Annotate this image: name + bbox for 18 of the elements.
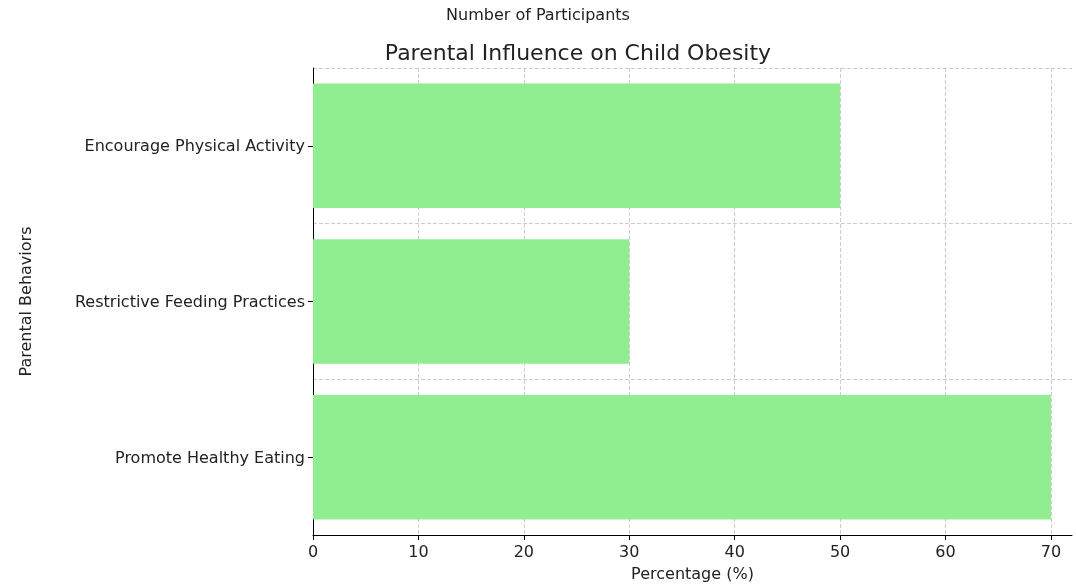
y-tick-label: Restrictive Feeding Practices — [74, 292, 305, 311]
y-tick-label: Encourage Physical Activity — [84, 136, 305, 156]
x-tick-label: 70 — [1040, 541, 1062, 561]
chart-title: Parental Influence on Child Obesity — [384, 39, 772, 65]
x-tick-label: 40 — [724, 541, 745, 561]
text: Number of Participants — [446, 4, 630, 24]
x-tick-label: 50 — [829, 541, 851, 561]
bar — [313, 83, 841, 209]
bar — [313, 239, 630, 364]
x-tick-label: 0 — [307, 541, 319, 561]
y-axis-title: Parental Behaviors — [15, 226, 35, 377]
x-tick-label: 10 — [408, 541, 429, 561]
x-tick-label: 20 — [513, 541, 535, 561]
bar — [313, 394, 1051, 520]
x-tick-label: 30 — [619, 541, 640, 561]
x-axis-title: Percentage (%) — [631, 563, 754, 583]
x-tick-label: 60 — [935, 541, 956, 561]
y-tick-label: Promote Healthy Eating — [115, 447, 305, 467]
